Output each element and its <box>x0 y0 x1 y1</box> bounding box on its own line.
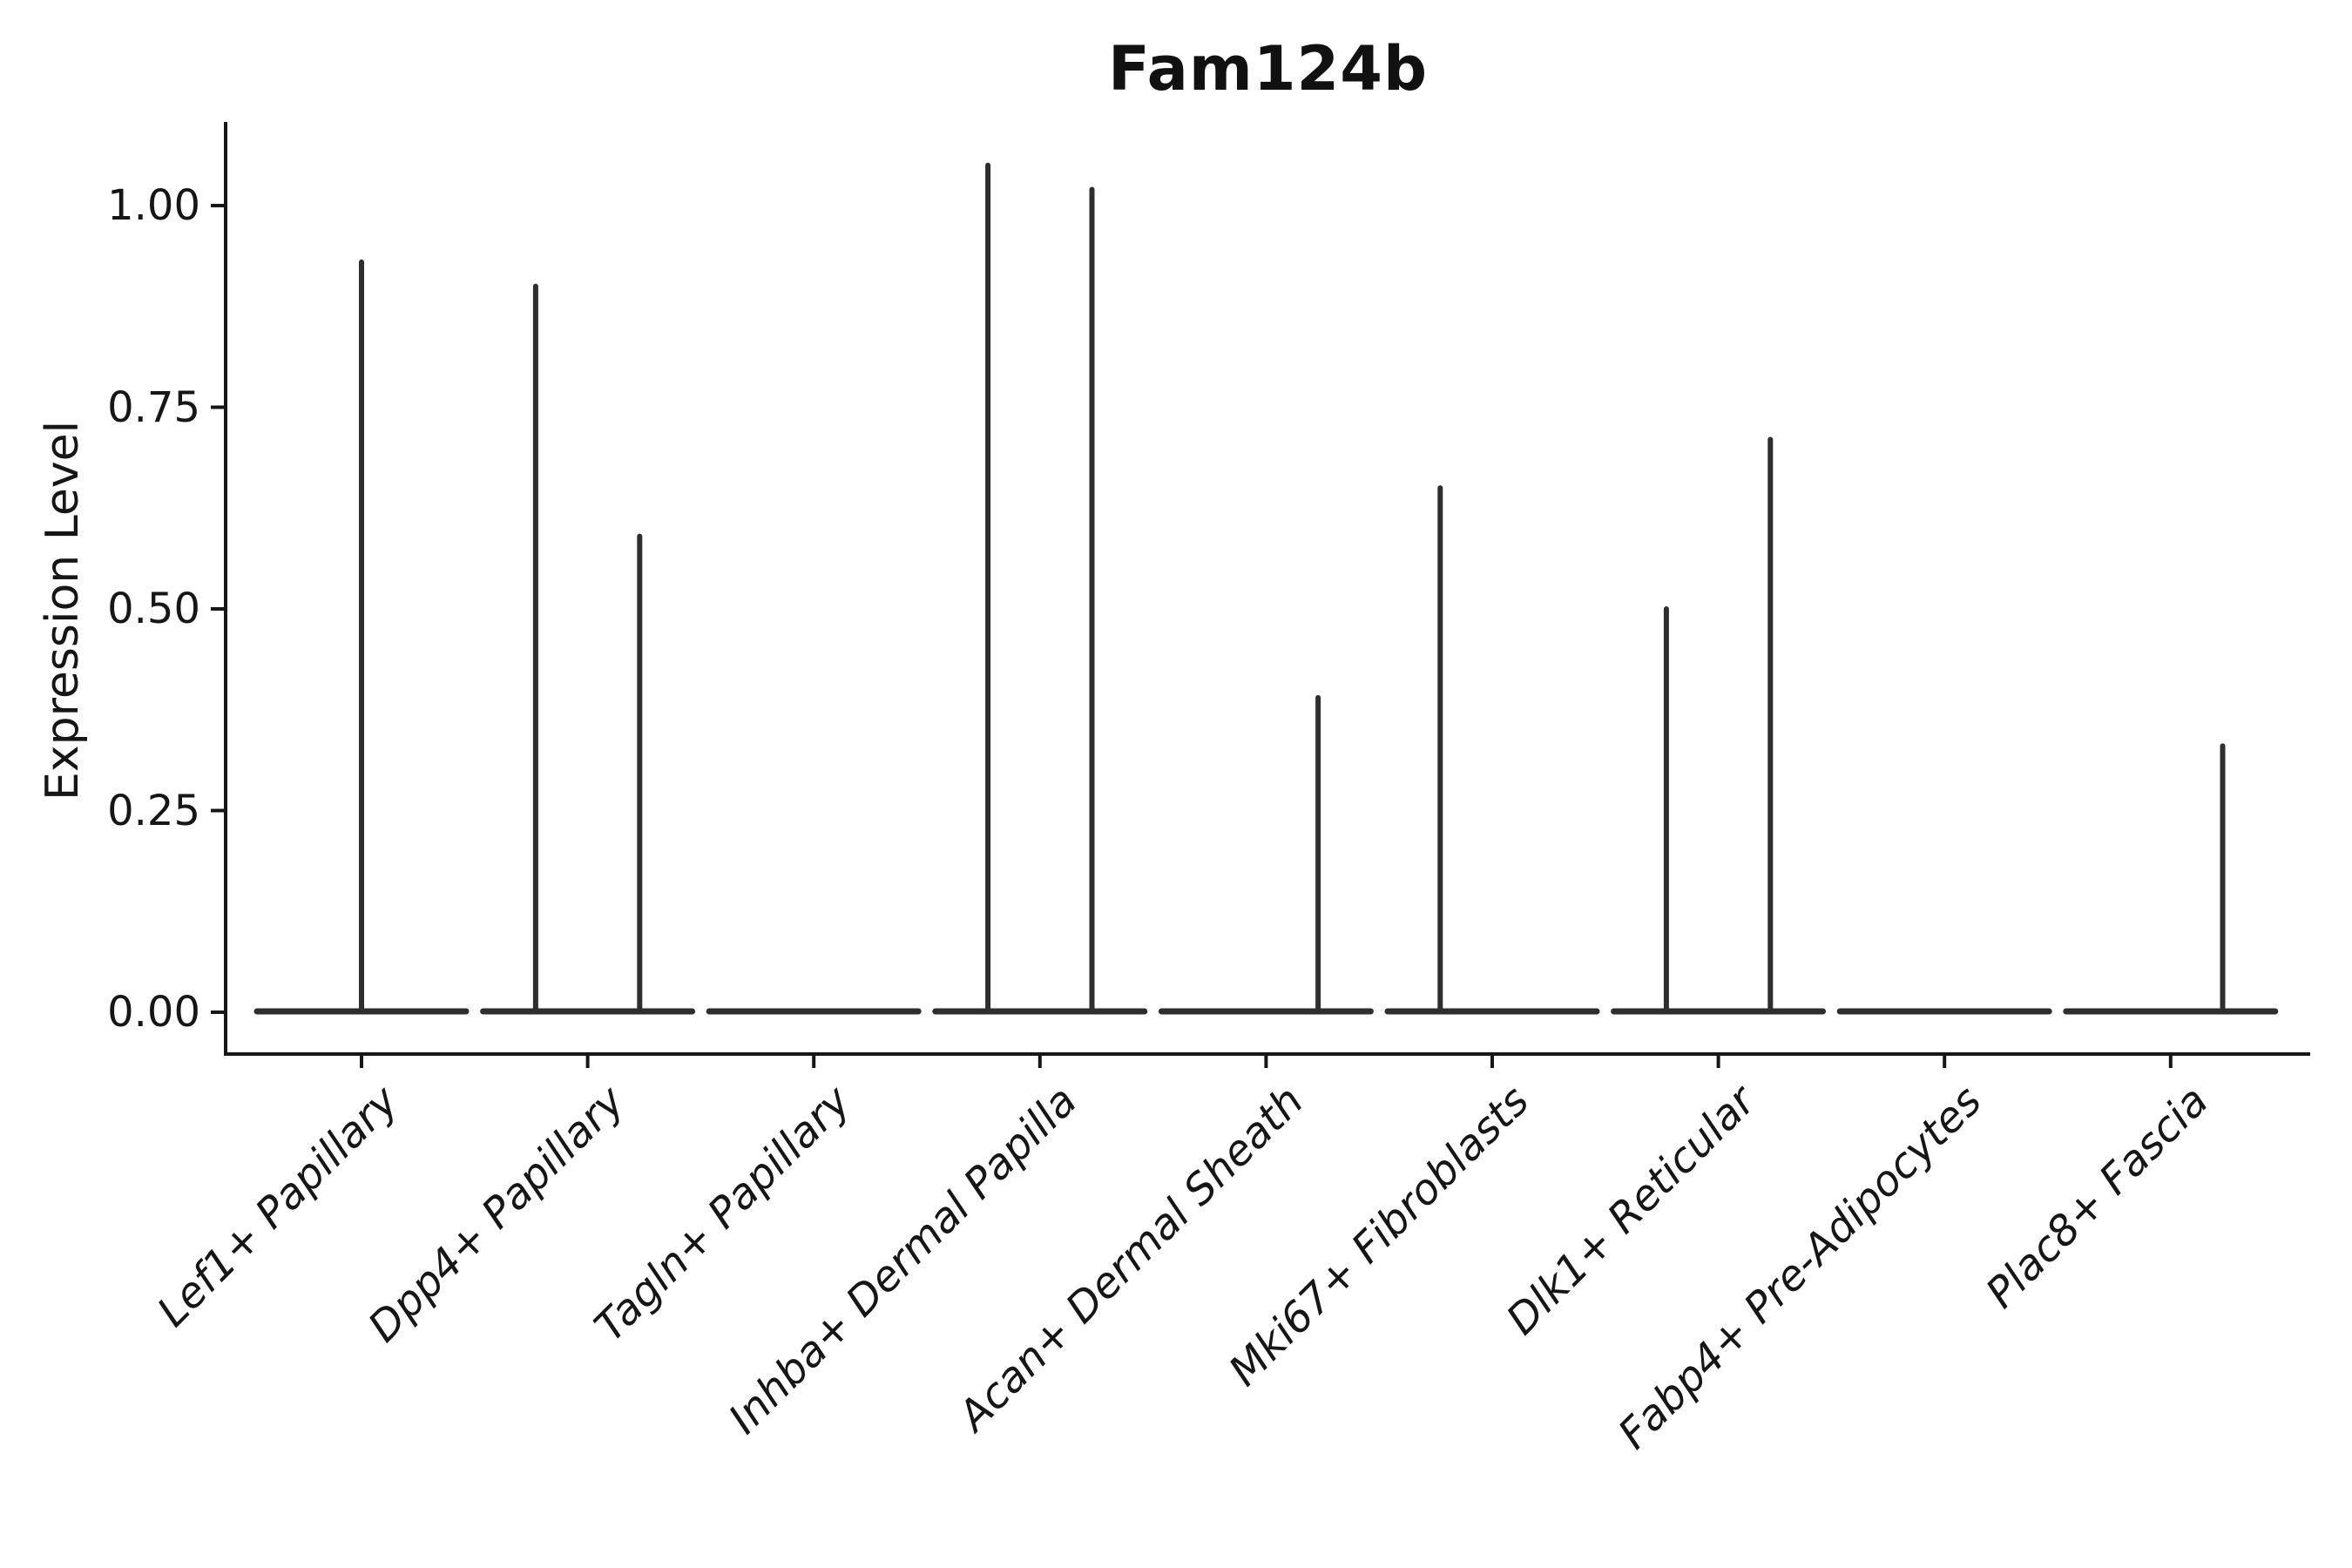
y-tick-label: 1.00 <box>107 181 200 230</box>
y-tick-label: 0.00 <box>107 988 200 1037</box>
y-tick-label: 0.25 <box>107 786 200 835</box>
y-tick-label: 0.75 <box>107 382 200 432</box>
y-tick-label: 0.50 <box>107 585 200 633</box>
plot-title: Fam124b <box>1107 33 1429 105</box>
